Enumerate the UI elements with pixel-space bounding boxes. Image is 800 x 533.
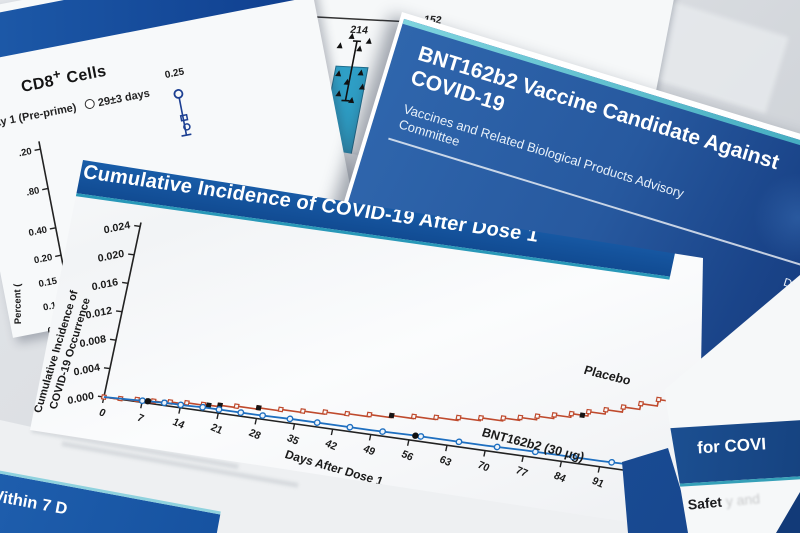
svg-text:77: 77 <box>514 464 530 480</box>
svg-text:0.020: 0.020 <box>97 248 125 265</box>
svg-text:0: 0 <box>97 406 108 419</box>
svg-text:63: 63 <box>437 454 453 470</box>
svg-text:0.20: 0.20 <box>33 252 53 266</box>
svg-text:.80: .80 <box>25 185 40 198</box>
svg-text:Placebo: Placebo <box>582 363 633 388</box>
safety-text-ghost: y and <box>725 490 761 510</box>
svg-text:0.000: 0.000 <box>67 390 95 407</box>
svg-text:21: 21 <box>209 421 225 437</box>
svg-text:.20: .20 <box>18 146 33 159</box>
svg-text:14: 14 <box>171 416 187 432</box>
svg-text:0.004: 0.004 <box>73 362 101 379</box>
svg-text:91: 91 <box>590 475 606 491</box>
svg-text:42: 42 <box>323 437 339 453</box>
svg-text:0.016: 0.016 <box>91 276 119 293</box>
svg-text:214: 214 <box>349 24 369 37</box>
svg-text:49: 49 <box>361 443 377 459</box>
svg-text:84: 84 <box>552 470 568 486</box>
svg-text:0.15: 0.15 <box>38 275 59 289</box>
svg-text:35: 35 <box>285 432 301 448</box>
svg-text:70: 70 <box>476 459 492 475</box>
svg-text:0.25: 0.25 <box>164 66 186 81</box>
svg-text:56: 56 <box>399 448 415 464</box>
svg-text:Percent (: Percent ( <box>12 283 24 325</box>
svg-text:0.012: 0.012 <box>85 305 113 322</box>
svg-text:28: 28 <box>247 427 263 443</box>
svg-text:7: 7 <box>135 412 146 425</box>
svg-text:0.024: 0.024 <box>103 219 131 236</box>
svg-text:0.008: 0.008 <box>79 333 107 350</box>
within-days-banner: Within 7 D <box>0 466 221 533</box>
svg-text:0.40: 0.40 <box>28 225 48 239</box>
safety-text-fragment: s Safet y and <box>675 490 761 514</box>
within-banner-text: Within 7 D <box>0 485 69 519</box>
